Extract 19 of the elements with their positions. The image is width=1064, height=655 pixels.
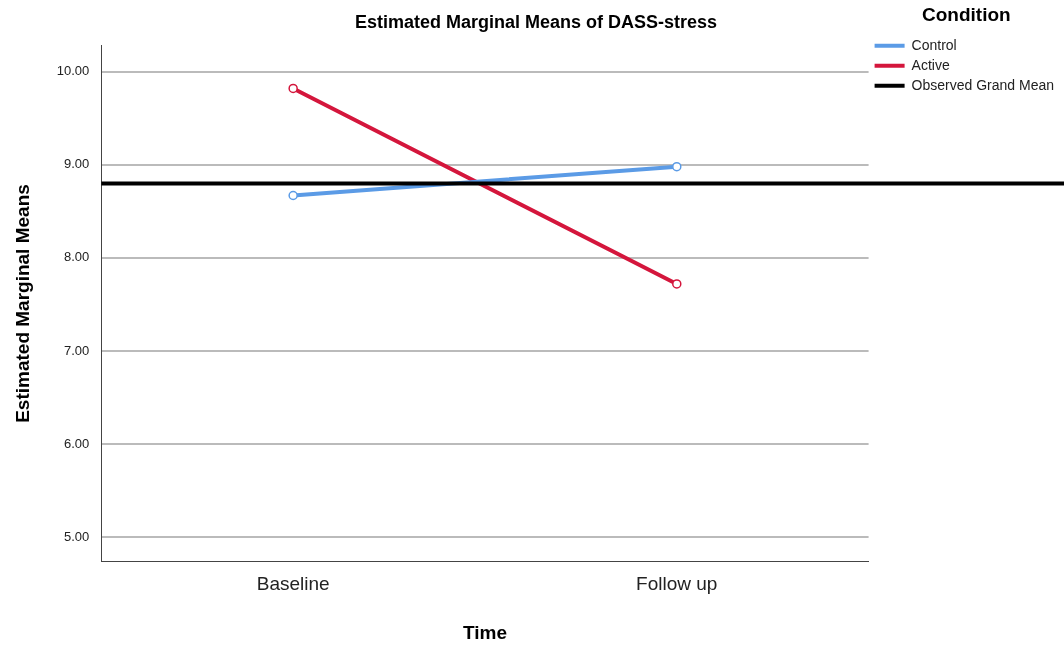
y-tick-label: 9.00 — [64, 156, 90, 172]
legend-title: Condition — [921, 3, 1011, 25]
legend-label: Control — [911, 36, 957, 53]
y-tick-label: 10.00 — [56, 63, 90, 79]
chart-title: Estimated Marginal Means of DASS-stress — [354, 11, 718, 32]
legend-label: Active — [911, 56, 950, 73]
point — [672, 161, 682, 172]
y-tick-label: 6.00 — [64, 435, 90, 451]
y-tick-label: 8.00 — [64, 249, 90, 265]
point — [288, 190, 298, 201]
y-tick-label: 5.00 — [64, 528, 90, 544]
x-tick-label: Baseline — [256, 573, 330, 595]
y-axis-title: Estimated Marginal Means — [11, 184, 33, 423]
x-tick-label: Follow up — [636, 573, 718, 595]
point — [288, 83, 298, 94]
x-axis-title: Time — [462, 621, 507, 643]
legend-label: Observed Grand Mean — [911, 76, 1054, 93]
y-tick-label: 7.00 — [64, 342, 90, 358]
point — [672, 279, 682, 289]
